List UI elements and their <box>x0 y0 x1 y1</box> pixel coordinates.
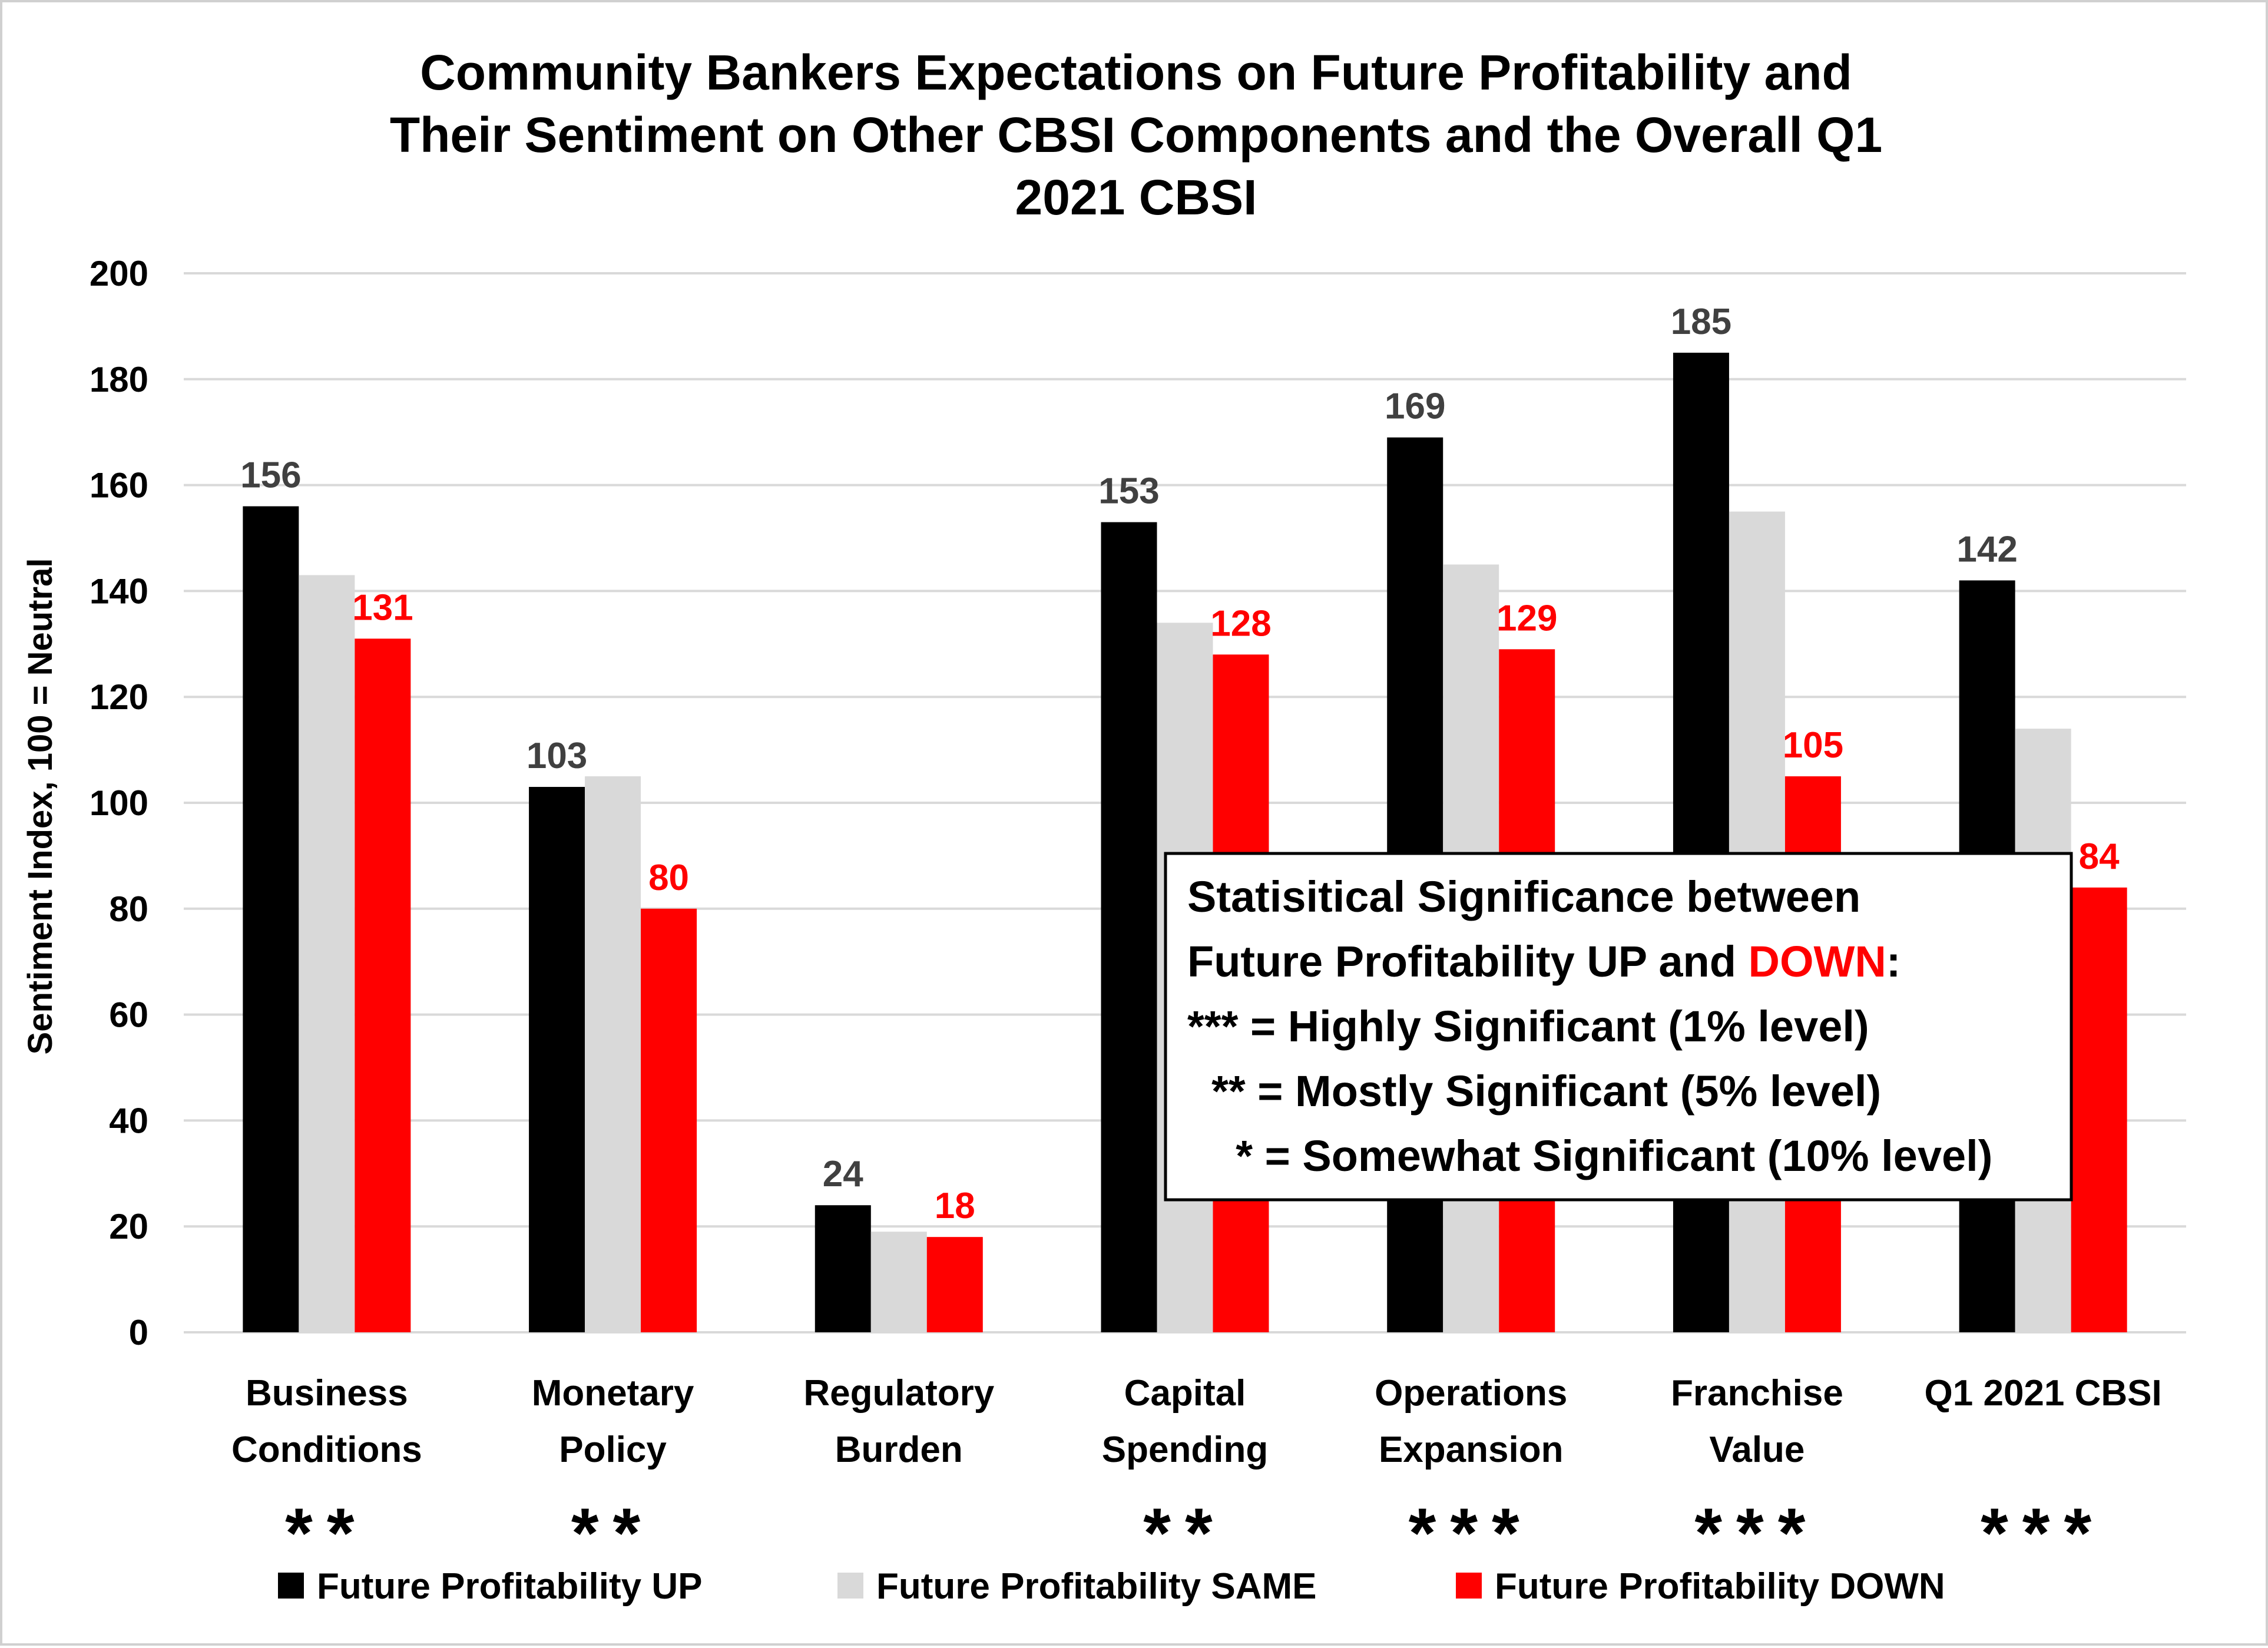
significance-note: Statisitical Significance between Future … <box>1164 852 2073 1202</box>
data-label: 169 <box>1385 386 1445 427</box>
legend-label: Future Profitability SAME <box>876 1566 1316 1607</box>
legend-swatch <box>278 1573 304 1599</box>
significance-note-line: * = Somewhat Significant (10% level) <box>1187 1131 1992 1180</box>
category-label: Capital <box>1124 1373 1246 1414</box>
data-label: 185 <box>1671 302 1731 342</box>
chart-title-line: Their Sentiment on Other CBSI Components… <box>390 107 1882 163</box>
significance-stars: *** <box>1981 1494 2105 1573</box>
chart-title-line: Community Bankers Expectations on Future… <box>420 45 1852 100</box>
significance-note-text: * = Somewhat Significant (10% level) <box>1187 1131 1992 1180</box>
bar <box>1101 522 1157 1332</box>
y-tick-label: 60 <box>109 995 148 1035</box>
category-label: Burden <box>835 1429 963 1470</box>
legend-label: Future Profitability DOWN <box>1495 1566 1945 1607</box>
category-label: Value <box>1709 1429 1805 1470</box>
category-label: Business <box>246 1373 408 1414</box>
data-label: 103 <box>527 736 587 776</box>
significance-note-text: *** = Highly Significant (1% level) <box>1187 1002 1869 1051</box>
data-labels: 156 131 103 80 24 18 153 128 169 129 185 105 142 84 <box>240 302 2120 1226</box>
y-tick-label: 100 <box>90 783 148 823</box>
significance-note-line: ** = Mostly Significant (5% level) <box>1187 1067 1881 1116</box>
bar <box>585 776 641 1332</box>
category-labels: Business Conditions Monetary Policy Regulato… <box>231 1373 2162 1470</box>
significance-note-line: Future Profitability UP and DOWN: <box>1187 937 1901 986</box>
significance-markers: ** ** ** *** *** *** <box>285 1494 2105 1573</box>
category-label: Regulatory <box>803 1373 994 1414</box>
category-label: Spending <box>1102 1429 1268 1470</box>
y-axis-title: Sentiment Index, 100 = Neutral <box>21 558 59 1055</box>
bar <box>870 1232 927 1332</box>
data-label: 105 <box>1783 725 1843 766</box>
y-tick-label: 0 <box>129 1313 148 1352</box>
data-label: 80 <box>648 858 689 898</box>
legend-label: Future Profitability UP <box>317 1566 702 1607</box>
category-label: Q1 2021 CBSI <box>1925 1373 2162 1414</box>
y-axis-ticks: 0 20 40 60 80 100 120 140 160 180 200 <box>90 254 148 1352</box>
y-tick-label: 120 <box>90 677 148 717</box>
data-label: 128 <box>1210 603 1271 644</box>
y-tick-label: 160 <box>90 466 148 505</box>
significance-stars: ** <box>571 1494 654 1573</box>
bar <box>815 1205 871 1332</box>
y-tick-label: 40 <box>109 1101 148 1140</box>
significance-note-box <box>1164 852 2073 1202</box>
y-tick-label: 180 <box>90 360 148 399</box>
significance-note-text: ** = Mostly Significant (5% level) <box>1187 1067 1881 1116</box>
significance-note-line: *** = Highly Significant (1% level) <box>1187 1002 1869 1051</box>
significance-note-line: Statisitical Significance between <box>1187 872 1860 921</box>
category-label: Conditions <box>231 1429 422 1470</box>
significance-stars: ** <box>285 1494 368 1573</box>
significance-note-text: : <box>1886 937 1901 986</box>
y-tick-label: 80 <box>109 889 148 929</box>
legend: Future Profitability UP Future Profitabil… <box>278 1566 1945 1607</box>
data-label: 156 <box>240 455 301 496</box>
significance-stars: *** <box>1409 1494 1534 1573</box>
category-label: Policy <box>559 1429 667 1470</box>
category-label: Expansion <box>1379 1429 1564 1470</box>
legend-swatch <box>837 1573 863 1599</box>
significance-note-text: DOWN <box>1749 937 1886 986</box>
category-label: Monetary <box>532 1373 694 1414</box>
bar <box>243 506 299 1332</box>
data-label: 84 <box>2079 836 2120 877</box>
data-label: 24 <box>823 1154 863 1194</box>
data-label: 131 <box>352 587 413 628</box>
y-axis-label: Sentiment Index, 100 = Neutral <box>21 558 59 1055</box>
category-label: Operations <box>1375 1373 1567 1414</box>
significance-note-text: Statisitical Significance between <box>1187 872 1860 921</box>
y-tick-label: 20 <box>109 1207 148 1246</box>
y-tick-label: 200 <box>90 254 148 293</box>
bar <box>926 1237 983 1332</box>
data-label: 18 <box>935 1186 975 1226</box>
legend-swatch <box>1456 1573 1482 1599</box>
data-label: 129 <box>1496 598 1557 638</box>
significance-stars: *** <box>1694 1494 1819 1573</box>
y-tick-label: 140 <box>90 571 148 611</box>
chart-title: Community Bankers Expectations on Future… <box>390 45 1882 225</box>
bar <box>299 575 355 1333</box>
chart-title-line: 2021 CBSI <box>1015 170 1257 225</box>
category-label: Franchise <box>1671 1373 1843 1414</box>
significance-stars: ** <box>1143 1494 1226 1573</box>
data-label: 142 <box>1956 529 2017 570</box>
bar <box>529 787 585 1332</box>
bar <box>2071 887 2127 1332</box>
bar <box>355 638 411 1332</box>
data-label: 153 <box>1098 471 1159 512</box>
significance-note-text: Future Profitability UP and <box>1187 937 1749 986</box>
bar <box>641 908 697 1332</box>
